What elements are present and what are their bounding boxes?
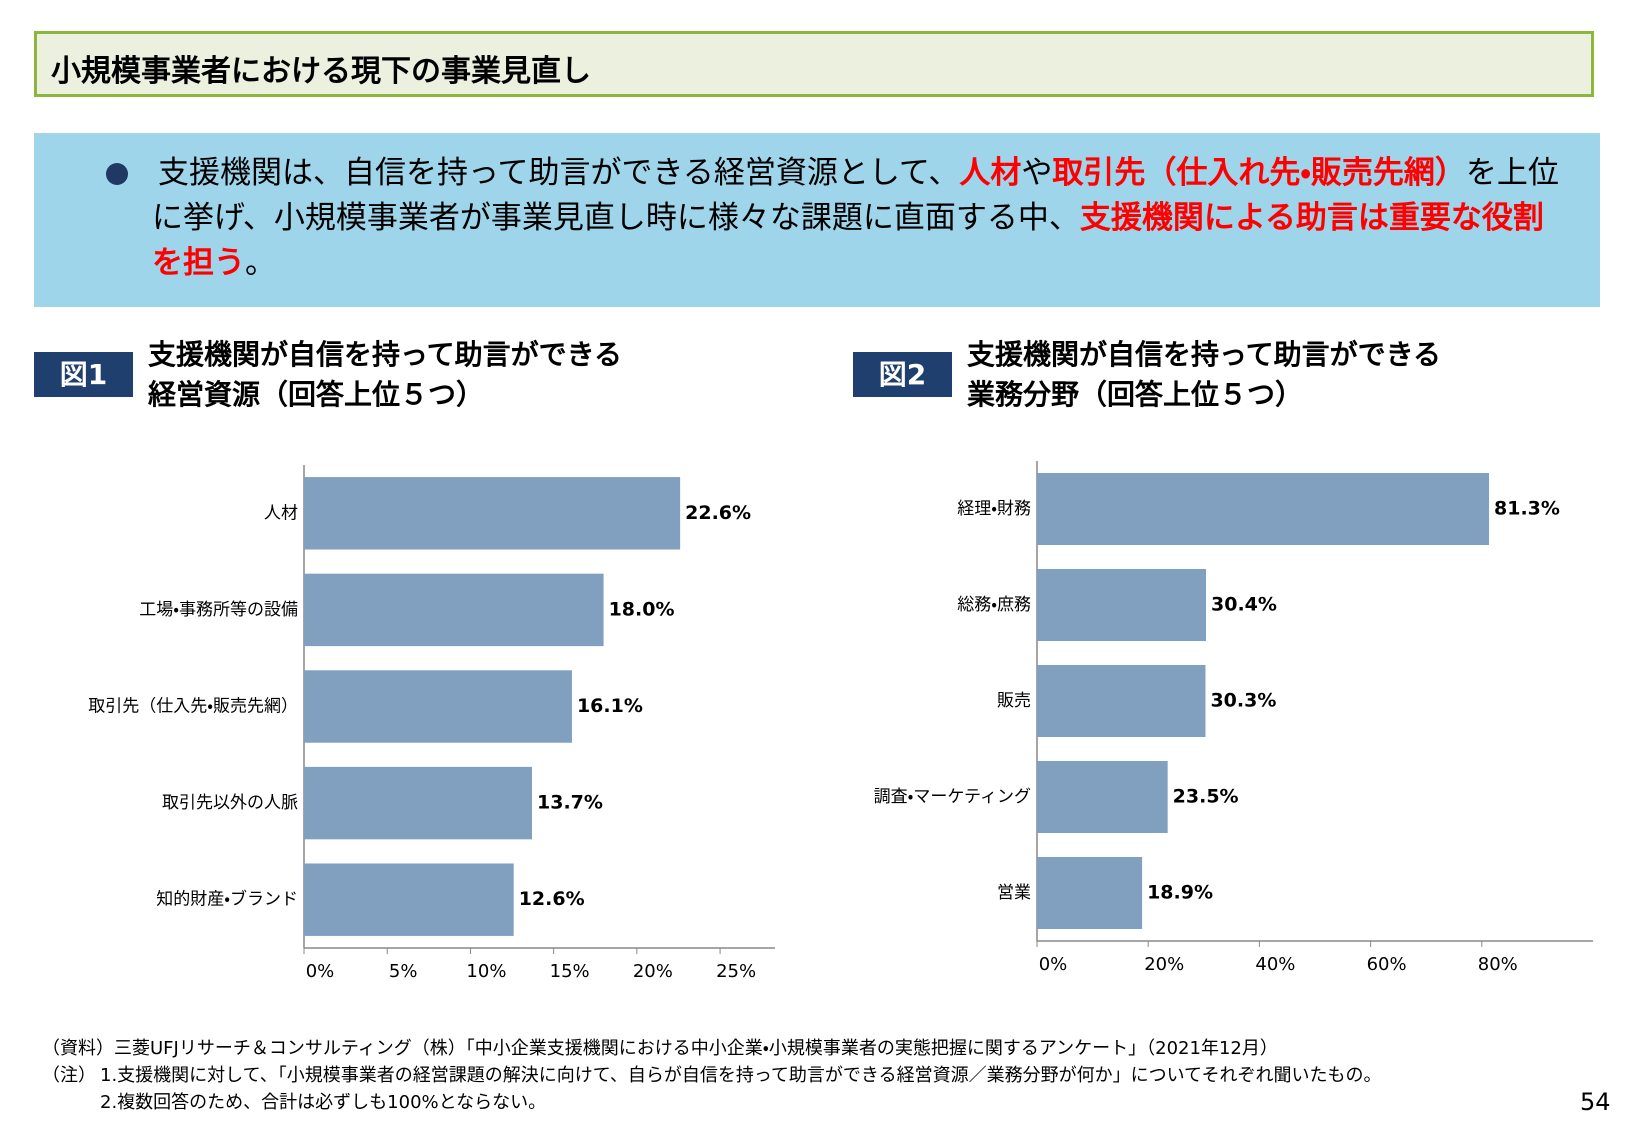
x-tick-label: 15% (550, 961, 590, 982)
value-label: 81.3% (1494, 498, 1560, 520)
x-tick-label: 5% (389, 961, 418, 982)
bar (304, 670, 572, 743)
x-tick-label: 20% (633, 961, 673, 982)
value-label: 23.5% (1173, 786, 1239, 808)
category-label: 経理・財務 (957, 499, 1031, 519)
value-label: 16.1% (577, 695, 643, 717)
category-label: 営業 (997, 883, 1031, 903)
bar (1037, 761, 1168, 833)
note: 1.支援機関に対して、「小規模事業者の経営課題の解決に向けて、自らが自信を持って… (100, 1065, 1382, 1086)
summary-run: 人材 (959, 155, 1022, 191)
x-tick-label: 0% (1039, 954, 1068, 975)
value-label: 30.4% (1211, 594, 1277, 616)
page-number: 54 (1580, 1088, 1611, 1116)
x-tick-label: 20% (1144, 954, 1184, 975)
bullet (106, 163, 128, 185)
source: （資料）三菱UFJリサーチ＆コンサルティング（株）「中小企業支援機関における中小… (42, 1038, 1278, 1059)
summary-run: を上位に挙げ、小規模事業者が事業見直し時に様々な課題に直面する中、 (152, 155, 1559, 236)
value-label: 30.3% (1210, 690, 1276, 712)
bar (304, 477, 681, 550)
summary-run: 取引先（仕入れ先・販売先網） (1052, 155, 1466, 191)
bar (304, 573, 604, 647)
category-label: 販売 (997, 691, 1031, 711)
value-label: 22.6% (685, 502, 751, 524)
value-label: 18.0% (609, 598, 675, 620)
figure-title: 支援機関が自信を持って助言ができる 業務分野（回答上位５つ） (967, 335, 1441, 415)
title-line: 業務分野（回答上位５つ） (967, 378, 1304, 411)
bar (304, 863, 514, 936)
bar (1037, 473, 1490, 545)
bar (1037, 569, 1207, 641)
category-label: 工場・事務所等の設備 (139, 600, 298, 620)
summary-run: 支援機関による助言は重要な役割を担う (152, 200, 1544, 281)
summary-text: 支援機関は、自信を持って助言ができる経営資源として、人材や取引先（仕入れ先・販売… (152, 151, 1572, 286)
value-label: 13.7% (537, 792, 603, 814)
summary-run: 。 (245, 245, 276, 281)
header-title: 小規模事業者における現下の事業見直し (51, 54, 591, 89)
figure-label: 図2 (853, 352, 952, 397)
x-tick-label: 60% (1367, 954, 1407, 975)
bar (1037, 857, 1143, 929)
x-tick-label: 25% (716, 961, 756, 982)
note: 2.複数回答のため、合計は必ずしも100%とならない。 (100, 1092, 547, 1113)
header: 小規模事業者における現下の事業見直し (34, 31, 1594, 97)
title-line: 支援機関が自信を持って助言ができる (967, 338, 1442, 371)
category-label: 知的財産・ブランド (156, 889, 298, 910)
figure-label: 図1 (34, 352, 133, 397)
value-label: 12.6% (519, 888, 585, 910)
title-line: 支援機関が自信を持って助言ができる (148, 338, 623, 371)
category-label: 調査・マーケティング (874, 787, 1031, 807)
figure-title: 支援機関が自信を持って助言ができる 経営資源（回答上位５つ） (148, 335, 622, 415)
summary-box: 支援機関は、自信を持って助言ができる経営資源として、人材や取引先（仕入れ先・販売… (34, 133, 1600, 307)
category-label: 取引先以外の人脈 (162, 793, 298, 813)
value-label: 18.9% (1147, 882, 1213, 904)
summary-run: や (1021, 155, 1053, 191)
category-label: 取引先（仕入先・販売先網） (88, 697, 298, 717)
summary-run: 支援機関は、自信を持って助言ができる経営資源として、 (158, 155, 960, 191)
x-tick-label: 80% (1478, 954, 1518, 975)
category-label: 人材 (264, 503, 298, 523)
category-label: 総務・庶務 (957, 595, 1031, 615)
bar (304, 766, 533, 840)
bar (1037, 665, 1206, 737)
x-tick-label: 0% (306, 961, 335, 982)
notes-label: （注） (42, 1065, 96, 1086)
x-tick-label: 10% (466, 961, 506, 982)
title-line: 経営資源（回答上位５つ） (148, 378, 485, 411)
x-tick-label: 40% (1255, 954, 1295, 975)
